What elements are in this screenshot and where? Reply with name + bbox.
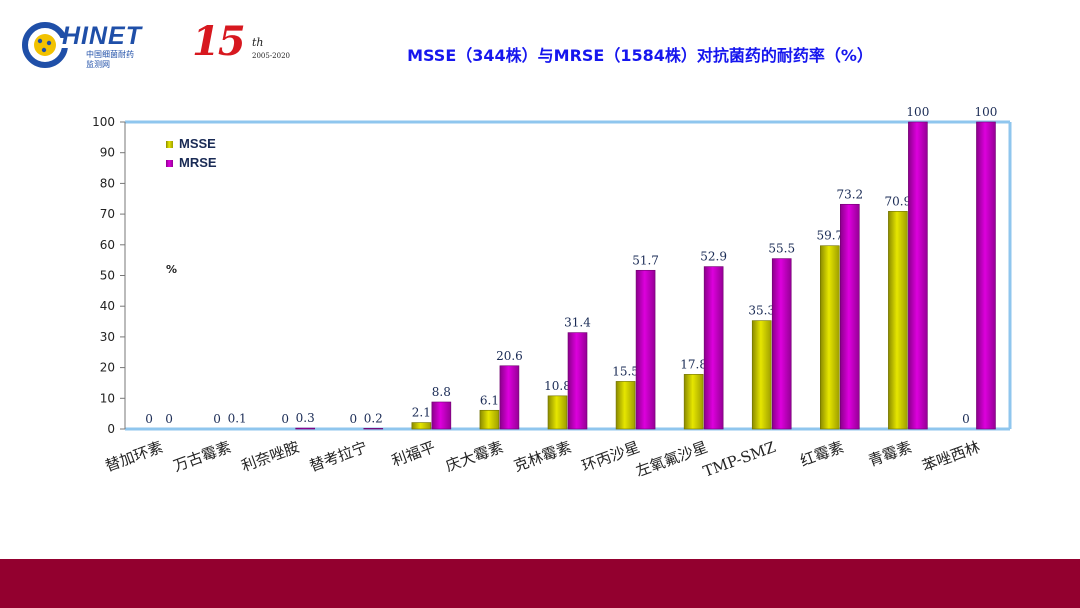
bar-mrse [703,266,724,430]
y-tick-label: 10 [100,391,115,405]
data-label-msse: 0 [281,412,289,426]
bar-mrse [431,401,452,430]
data-label-msse: 70.9 [885,194,912,208]
data-label-msse: 0 [962,412,970,426]
y-tick-label: 60 [100,238,115,252]
logo-subtitle: 中国细菌耐药 [86,50,134,59]
category-label: TMP-SMZ [701,438,778,481]
y-tick-label: 100 [92,115,115,129]
y-tick-label: 90 [100,146,115,160]
legend-swatch-msse [166,141,173,148]
data-label-mrse: 0 [165,412,173,426]
data-label-msse: 15.5 [612,364,639,378]
data-label-mrse: 100 [906,105,929,119]
data-label-mrse: 52.9 [700,250,727,264]
bar-mrse [908,121,928,430]
y-tick-label: 0 [107,422,115,436]
y-tick-label: 20 [100,361,115,375]
data-label-mrse: 20.6 [496,349,523,363]
anniversary-badge: 15 th 2005-2020 [190,16,300,72]
bar-msse [820,245,840,430]
y-tick-label: 40 [100,299,115,313]
logo-wordmark: HINET [62,22,142,50]
bar-mrse [363,428,384,430]
anniversary-number: 15 [192,18,246,65]
bar-msse [888,211,908,430]
category-label: 替加环素 [103,438,166,475]
category-label: 青霉素 [866,438,914,470]
category-label: 苯唑西林 [920,438,983,475]
anniversary-years: 2005-2020 [252,52,290,60]
category-label: 环丙沙星 [579,438,642,475]
bar-msse [615,381,636,430]
category-label: 利奈唑胺 [239,438,302,475]
y-tick-label: 50 [100,269,115,283]
unit-label: % [166,263,177,276]
data-label-mrse: 55.5 [768,242,795,256]
data-label-mrse: 8.8 [432,385,451,399]
category-label: 克林霉素 [511,438,574,475]
data-label-msse: 0 [213,412,221,426]
category-label: 庆大霉素 [443,438,506,475]
category-label: 利福平 [389,438,437,470]
data-label-mrse: 73.2 [836,187,863,201]
category-label: 替考拉宁 [307,438,370,475]
category-label: 左氧氟沙星 [633,438,710,481]
data-label-msse: 2.1 [412,406,431,420]
footer-bar [0,559,1080,608]
data-label-mrse: 100 [975,105,998,119]
category-label: 万古霉素 [171,438,234,475]
data-label-msse: 35.3 [748,304,775,318]
bar-msse [479,409,500,430]
bar-msse [411,422,432,430]
bar-mrse [567,332,588,430]
slide-title: MSSE（344株）与MRSE（1584株）对抗菌药的耐药率（%） [407,46,873,65]
bar-mrse [771,258,792,430]
legend-swatch-mrse [166,160,173,167]
data-label-mrse: 51.7 [632,253,659,267]
chinet-logo: HINET 中国细菌耐药 监测网 [22,18,174,72]
bar-mrse [840,203,860,430]
data-label-msse: 0 [349,412,357,426]
bar-mrse [295,427,315,430]
data-label-msse: 0 [145,412,153,426]
bar-msse [751,320,772,430]
data-label-msse: 17.8 [680,357,707,371]
legend-label-msse: MSSE [179,136,216,151]
data-label-msse: 10.8 [544,379,571,393]
bar-msse [683,374,704,430]
legend-label-mrse: MRSE [179,155,217,170]
bar-mrse [976,121,996,430]
bar-mrse [499,365,520,430]
y-tick-label: 80 [100,176,115,190]
data-label-msse: 6.1 [480,393,499,407]
logo-subtitle-2: 监测网 [86,60,110,69]
bar-msse [547,395,568,430]
data-label-mrse: 0.1 [228,412,247,426]
category-label: 红霉素 [798,438,846,470]
data-label-mrse: 31.4 [564,316,591,330]
y-tick-label: 70 [100,207,115,221]
globe-logo-icon [22,22,68,68]
y-tick-label: 30 [100,330,115,344]
data-label-msse: 59.7 [816,229,843,243]
anniversary-suffix: th [252,36,264,49]
bar-mrse [635,269,656,430]
data-label-mrse: 0.2 [364,411,383,425]
data-label-mrse: 0.3 [296,411,315,425]
